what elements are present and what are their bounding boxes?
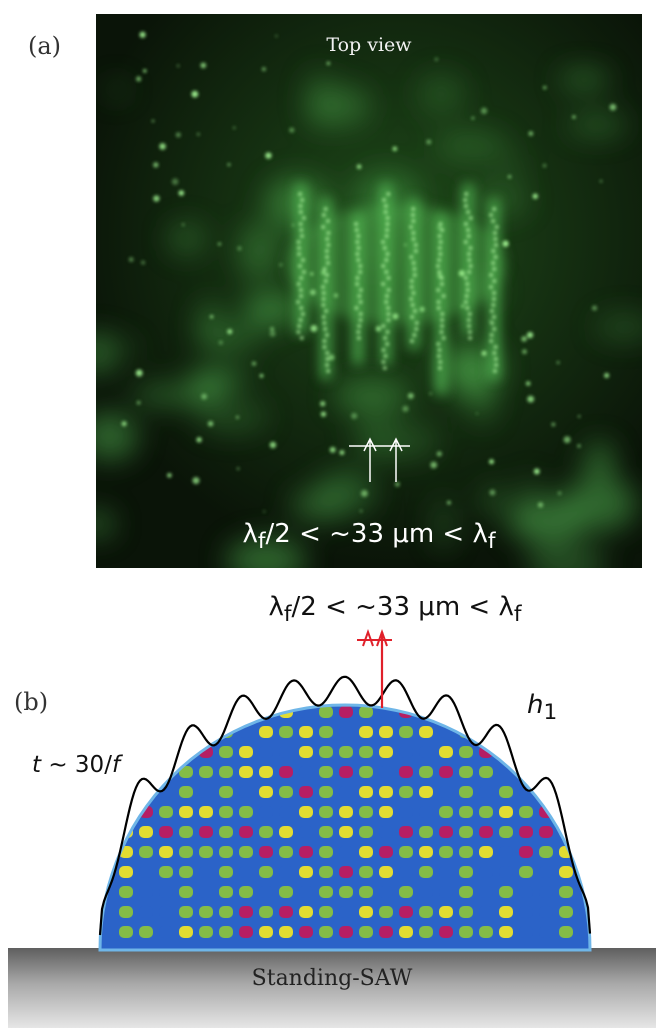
spacing-marker-b xyxy=(357,629,392,708)
droplet-outline xyxy=(98,703,592,952)
height-label: h1 xyxy=(527,690,558,726)
panel-a-label: (a) xyxy=(28,32,62,60)
panel-b-label: (b) xyxy=(14,688,49,716)
substrate-label: Standing-SAW xyxy=(251,966,413,991)
particle-specks xyxy=(121,31,617,513)
wavelength-caption-a: λf/2 < ~33 μm < λf xyxy=(242,519,496,555)
fluorescence-micrograph: Top view λf/2 < ~33 μm < λf xyxy=(96,14,642,568)
time-label: t ~ 30/f xyxy=(32,752,121,778)
micrograph-image xyxy=(96,14,642,568)
droplet-field xyxy=(100,705,590,950)
image-title: Top view xyxy=(326,34,412,56)
spacing-marker-a xyxy=(349,437,410,482)
wavelength-caption-b: λf/2 < ~33 μm < λf xyxy=(268,592,522,628)
background-fluorescence xyxy=(96,69,642,568)
particle-lines xyxy=(286,184,506,394)
substrate: Standing-SAW xyxy=(8,948,656,1028)
height-profile-curve xyxy=(98,675,592,936)
